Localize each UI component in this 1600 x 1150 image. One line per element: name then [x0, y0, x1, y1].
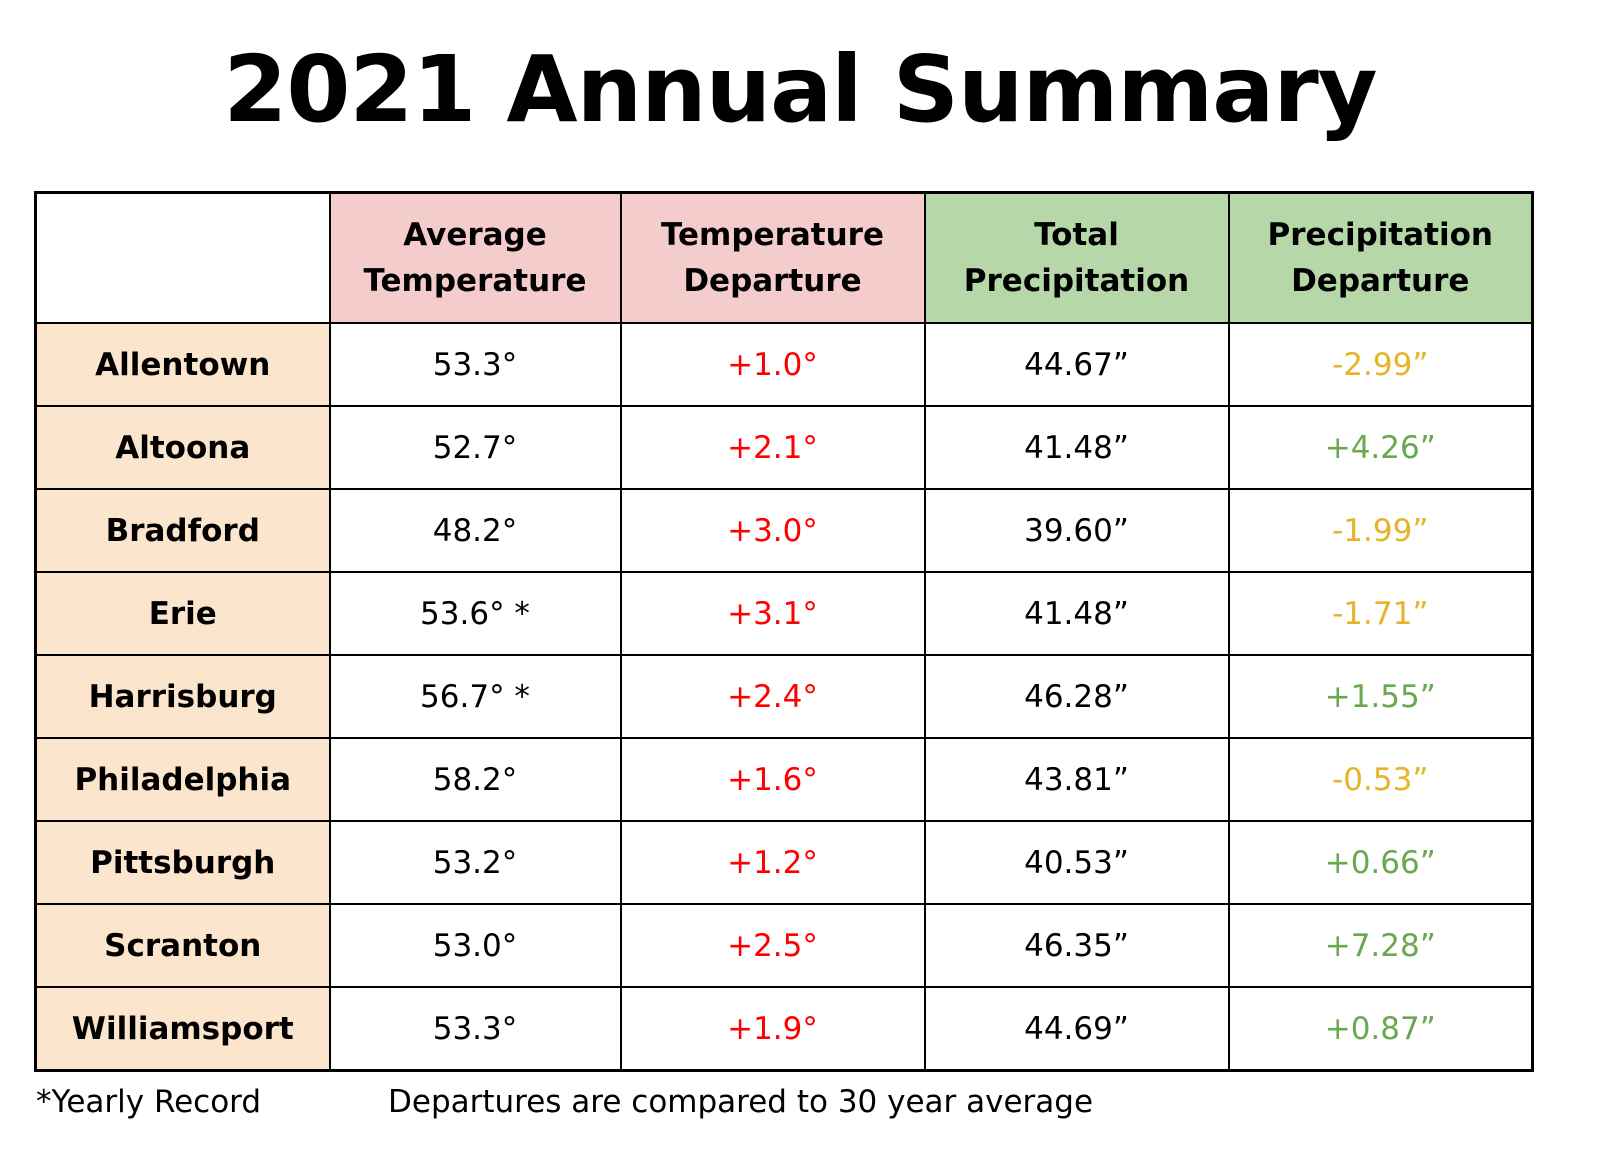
table-header-row: Average Temperature Temperature Departur…	[34, 191, 1534, 324]
average-temperature-value: 52.7°	[328, 405, 622, 490]
city-name: Williamsport	[34, 986, 331, 1072]
average-temperature-value: 53.6° *	[328, 571, 622, 656]
average-temperature-value: 53.3°	[328, 322, 622, 407]
table-row: Pittsburgh 53.2° +1.2° 40.53” +0.66”	[34, 820, 1534, 905]
departure-footnote: Departures are compared to 30 year avera…	[388, 1084, 1094, 1120]
city-name: Bradford	[34, 488, 331, 573]
table-row: Harrisburg 56.7° * +2.4° 46.28” +1.55”	[34, 654, 1534, 739]
table-row: Philadelphia 58.2° +1.6° 43.81” -0.53”	[34, 737, 1534, 822]
header-average-temperature: Average Temperature	[328, 191, 622, 324]
precipitation-departure-value: +4.26”	[1227, 405, 1534, 490]
header-line: Departure	[683, 263, 862, 299]
total-precipitation-value: 43.81”	[923, 737, 1230, 822]
precipitation-departure-value: +0.87”	[1227, 986, 1534, 1072]
city-name: Altoona	[34, 405, 331, 490]
table-row: Allentown 53.3° +1.0° 44.67” -2.99”	[34, 322, 1534, 407]
header-line: Total	[1034, 217, 1119, 253]
temperature-departure-value: +1.0°	[619, 322, 926, 407]
average-temperature-value: 58.2°	[328, 737, 622, 822]
header-line: Precipitation	[1267, 217, 1493, 253]
header-line: Departure	[1291, 263, 1470, 299]
precipitation-departure-value: +0.66”	[1227, 820, 1534, 905]
table-row: Bradford 48.2° +3.0° 39.60” -1.99”	[34, 488, 1534, 573]
city-name: Erie	[34, 571, 331, 656]
header-line: Temperature	[661, 217, 884, 253]
precipitation-departure-value: +7.28”	[1227, 903, 1534, 988]
total-precipitation-value: 46.28”	[923, 654, 1230, 739]
header-precipitation-departure: Precipitation Departure	[1227, 191, 1534, 324]
temperature-departure-value: +3.1°	[619, 571, 926, 656]
header-temperature-departure: Temperature Departure	[619, 191, 926, 324]
precipitation-departure-value: -0.53”	[1227, 737, 1534, 822]
temperature-departure-value: +1.6°	[619, 737, 926, 822]
city-name: Scranton	[34, 903, 331, 988]
temperature-departure-value: +2.1°	[619, 405, 926, 490]
precipitation-departure-value: -1.99”	[1227, 488, 1534, 573]
temperature-departure-value: +3.0°	[619, 488, 926, 573]
table-row: Erie 53.6° * +3.1° 41.48” -1.71”	[34, 571, 1534, 656]
city-name: Allentown	[34, 322, 331, 407]
header-line: Temperature	[363, 263, 587, 299]
precipitation-departure-value: -2.99”	[1227, 322, 1534, 407]
average-temperature-value: 56.7° *	[328, 654, 622, 739]
temperature-departure-value: +2.4°	[619, 654, 926, 739]
record-footnote: *Yearly Record	[36, 1084, 262, 1120]
temperature-departure-value: +1.9°	[619, 986, 926, 1072]
header-total-precipitation: Total Precipitation	[923, 191, 1230, 324]
city-name: Harrisburg	[34, 654, 331, 739]
table-row: Williamsport 53.3° +1.9° 44.69” +0.87”	[34, 986, 1534, 1072]
total-precipitation-value: 44.67”	[923, 322, 1230, 407]
header-corner-cell	[34, 191, 331, 324]
annual-summary-table: Average Temperature Temperature Departur…	[34, 191, 1534, 1072]
total-precipitation-value: 40.53”	[923, 820, 1230, 905]
temperature-departure-value: +2.5°	[619, 903, 926, 988]
header-line: Average	[403, 217, 547, 253]
precipitation-departure-value: -1.71”	[1227, 571, 1534, 656]
total-precipitation-value: 41.48”	[923, 571, 1230, 656]
average-temperature-value: 48.2°	[328, 488, 622, 573]
average-temperature-value: 53.3°	[328, 986, 622, 1072]
total-precipitation-value: 46.35”	[923, 903, 1230, 988]
temperature-departure-value: +1.2°	[619, 820, 926, 905]
precipitation-departure-value: +1.55”	[1227, 654, 1534, 739]
page-title: 2021 Annual Summary	[223, 36, 1377, 143]
city-name: Philadelphia	[34, 737, 331, 822]
total-precipitation-value: 41.48”	[923, 405, 1230, 490]
header-line: Precipitation	[963, 263, 1190, 299]
city-name: Pittsburgh	[34, 820, 331, 905]
total-precipitation-value: 44.69”	[923, 986, 1230, 1072]
average-temperature-value: 53.2°	[328, 820, 622, 905]
average-temperature-value: 53.0°	[328, 903, 622, 988]
table-row: Scranton 53.0° +2.5° 46.35” +7.28”	[34, 903, 1534, 988]
total-precipitation-value: 39.60”	[923, 488, 1230, 573]
table-row: Altoona 52.7° +2.1° 41.48” +4.26”	[34, 405, 1534, 490]
